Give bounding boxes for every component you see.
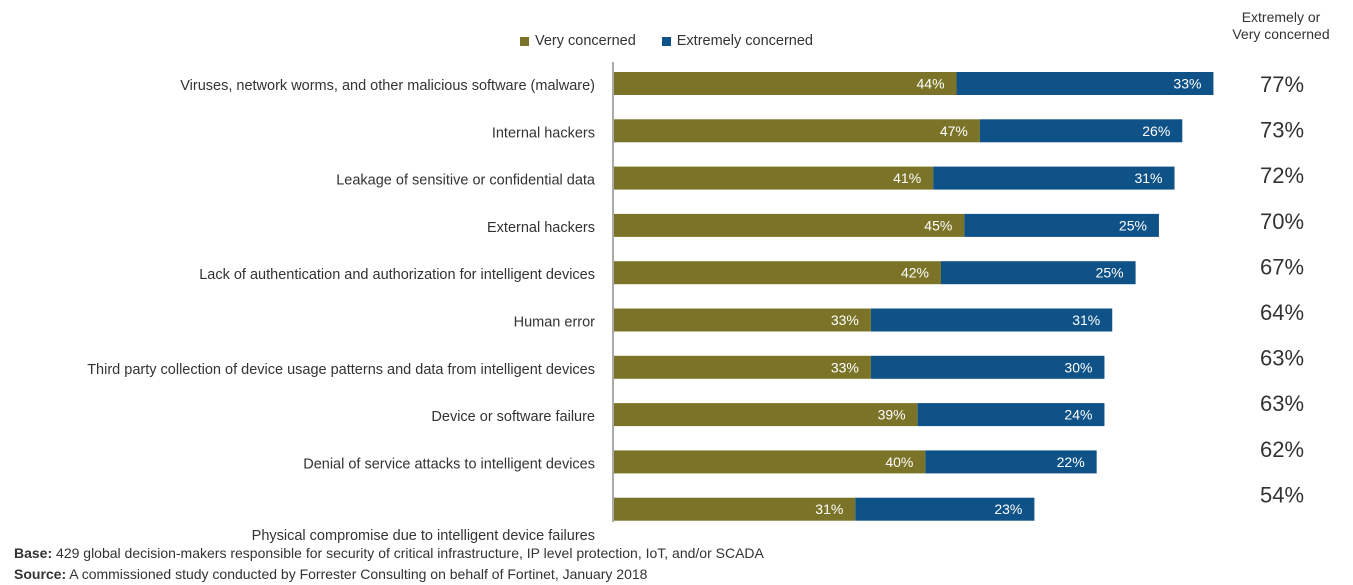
bar-label-very-concerned: 31% <box>815 501 843 517</box>
bar-label-extremely-concerned: 31% <box>1134 170 1162 186</box>
total-header-line-1: Extremely or <box>1241 9 1321 25</box>
bar-very-concerned <box>614 450 926 474</box>
legend-label-very-concerned: Very concerned <box>535 33 636 49</box>
total-value: 54% <box>1260 482 1304 507</box>
bar-very-concerned <box>614 119 980 143</box>
legend-item-very-concerned: Very concerned <box>520 33 636 49</box>
bar-label-very-concerned: 42% <box>901 265 929 281</box>
bar-label-extremely-concerned: 24% <box>1064 407 1092 423</box>
bar-label-extremely-concerned: 25% <box>1119 217 1147 233</box>
bar-label-extremely-concerned: 25% <box>1096 265 1124 281</box>
category-label: External hackers <box>487 220 595 236</box>
bar-label-very-concerned: 33% <box>831 359 859 375</box>
total-value: 64% <box>1260 300 1304 325</box>
category-label: Lack of authentication and authorization… <box>199 267 595 283</box>
bar-label-extremely-concerned: 30% <box>1064 359 1092 375</box>
footer-base-label: Base: <box>14 545 53 561</box>
bar-label-very-concerned: 44% <box>917 76 945 92</box>
bar-extremely-concerned <box>870 308 1113 332</box>
category-label: Leakage of sensitive or confidential dat… <box>336 173 596 189</box>
total-value: 72% <box>1260 163 1304 188</box>
legend-label-extremely-concerned: Extremely concerned <box>676 33 813 49</box>
total-column-header: Extremely or Very concerned <box>1218 9 1344 43</box>
footer-base-text: 429 global decision-makers responsible f… <box>52 545 764 561</box>
footer-source-text: A commissioned study conducted by Forres… <box>66 566 648 582</box>
bar-label-very-concerned: 41% <box>893 170 921 186</box>
bar-label-extremely-concerned: 22% <box>1057 454 1085 470</box>
bar-extremely-concerned <box>855 497 1035 521</box>
bar-very-concerned <box>614 308 871 332</box>
legend-swatch-very-concerned <box>520 36 529 46</box>
bar-extremely-concerned <box>964 213 1159 237</box>
bar-very-concerned <box>614 213 965 237</box>
category-label: Third party collection of device usage p… <box>87 362 595 378</box>
total-value: 63% <box>1260 346 1304 371</box>
footer-source-label: Source: <box>14 566 67 582</box>
category-label: Human error <box>514 315 596 331</box>
footer-source: Source: A commissioned study conducted b… <box>14 566 647 582</box>
category-label: Viruses, network worms, and other malici… <box>180 78 595 94</box>
category-label: Physical compromise due to intelligent d… <box>252 528 595 544</box>
category-label: Internal hackers <box>492 125 595 141</box>
bar-extremely-concerned <box>917 403 1105 427</box>
bar-very-concerned <box>614 497 856 521</box>
bar-extremely-concerned <box>870 355 1105 379</box>
bar-label-very-concerned: 39% <box>878 407 906 423</box>
chart-legend: Very concerned Extremely concerned <box>520 33 839 49</box>
bar-label-very-concerned: 33% <box>831 312 859 328</box>
bar-label-extremely-concerned: 23% <box>994 501 1022 517</box>
category-label: Device or software failure <box>431 409 595 425</box>
bar-label-very-concerned: 40% <box>885 454 913 470</box>
bar-very-concerned <box>614 355 871 379</box>
category-label: Denial of service attacks to intelligent… <box>303 456 595 472</box>
bar-very-concerned <box>614 72 957 95</box>
total-value: 62% <box>1260 437 1304 462</box>
bar-label-extremely-concerned: 26% <box>1142 123 1170 139</box>
bar-label-very-concerned: 47% <box>940 123 968 139</box>
bar-label-very-concerned: 45% <box>924 217 952 233</box>
bar-extremely-concerned <box>933 166 1175 190</box>
footer-base: Base: 429 global decision-makers respons… <box>14 545 764 561</box>
bar-extremely-concerned <box>940 261 1136 285</box>
bar-very-concerned <box>614 261 941 285</box>
legend-item-extremely-concerned: Extremely concerned <box>661 33 813 49</box>
total-value: 67% <box>1260 254 1304 279</box>
bar-very-concerned <box>614 166 934 190</box>
total-value: 70% <box>1260 209 1304 234</box>
bar-extremely-concerned <box>925 450 1097 474</box>
total-value: 73% <box>1260 118 1304 143</box>
bar-very-concerned <box>614 403 918 427</box>
total-value: 77% <box>1260 72 1304 97</box>
bar-label-extremely-concerned: 31% <box>1072 312 1100 328</box>
bar-extremely-concerned <box>979 119 1183 143</box>
bar-extremely-concerned <box>956 72 1214 95</box>
total-header-line-2: Very concerned <box>1232 26 1330 42</box>
legend-swatch-extremely-concerned <box>661 36 671 46</box>
bar-label-extremely-concerned: 33% <box>1173 76 1201 92</box>
total-value: 63% <box>1260 391 1304 416</box>
